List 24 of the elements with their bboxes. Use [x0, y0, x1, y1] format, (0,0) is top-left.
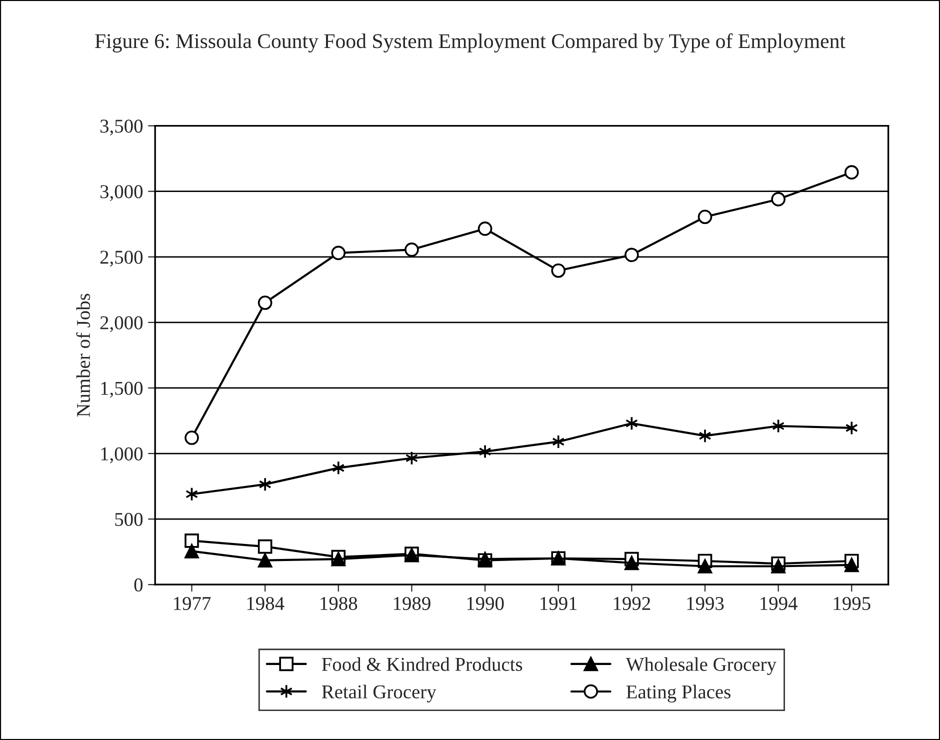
x-tick-label: 1991	[540, 597, 577, 610]
legend-label: Wholesale Grocery	[626, 657, 776, 675]
x-tick-label: 1993	[687, 597, 724, 610]
chart-title: Figure 6: Missoula County Food System Employment Compared by Type of Employment	[95, 33, 846, 52]
legend-label: Eating Places	[626, 684, 730, 702]
legend-label: Food & Kindred Products	[322, 657, 522, 671]
y-tick-label: 3,500	[100, 120, 143, 136]
x-tick-label: 1984	[247, 596, 284, 610]
y-tick-label: 500	[115, 512, 143, 526]
x-tick-label: 1989	[394, 596, 430, 610]
x-tick-label: 1994	[760, 597, 798, 610]
x-tick-label: 1988	[320, 596, 358, 610]
y-tick-label: 0	[134, 578, 143, 592]
y-tick-label: 2,500	[100, 250, 143, 267]
x-tick-label: 1990	[467, 596, 504, 610]
legend-label: Retail Grocery	[322, 684, 436, 702]
x-tick-label: 1995	[834, 597, 870, 610]
y-tick-label: 1,000	[101, 447, 143, 464]
x-tick-label: 1977	[174, 597, 211, 610]
x-tick-label: 1992	[614, 597, 650, 610]
y-tick-label: 3,000	[100, 185, 143, 202]
y-tick-label: 2,000	[100, 316, 143, 332]
y-axis-title: Number of Jobs	[76, 294, 90, 417]
y-tick-label: 1,500	[101, 382, 143, 398]
